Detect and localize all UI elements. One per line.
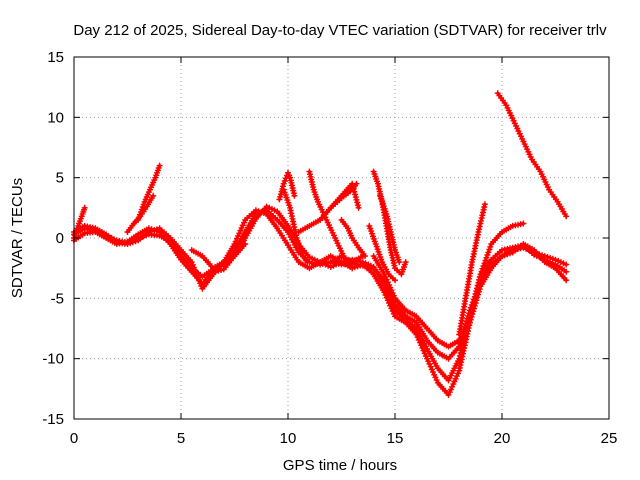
y-tick-label: 0 [56,230,64,247]
series-markers [377,192,403,266]
series-markers [317,180,360,223]
data-series-trace-15 [366,222,398,284]
data-series-trace-6 [124,192,157,235]
series-markers [276,169,298,203]
data-series-trace-4 [370,220,527,350]
x-tick-label: 20 [494,430,511,447]
series-markers [370,220,527,350]
y-tick-label: -5 [51,290,64,307]
grid [74,57,609,419]
series-markers [188,241,249,272]
y-tick-label: -10 [42,351,64,368]
y-tick-label: 15 [47,49,64,66]
series-markers [124,192,157,235]
x-tick-label: 25 [601,430,618,447]
y-tick-label: 10 [47,109,64,126]
x-tick-label: 5 [177,430,185,447]
y-tick-label: -15 [42,411,64,428]
data-series-trace-9 [280,186,311,266]
data-series-trace-12 [317,180,360,223]
data-series-trace-19 [188,241,249,272]
data-series-trace-20 [327,253,366,266]
chart-title: Day 212 of 2025, Sidereal Day-to-day VTE… [73,22,607,39]
y-axis-label: SDTVAR / TECUs [9,178,26,298]
x-tick-label: 0 [70,430,78,447]
x-tick-label: 15 [387,430,404,447]
series-markers [280,186,311,266]
series-markers [494,90,570,220]
data-series-trace-18 [494,90,570,220]
series-markers [327,253,366,266]
x-tick-label: 10 [280,430,297,447]
series-markers [456,201,488,338]
series-markers [366,222,398,284]
x-axis-label: GPS time / hours [283,457,397,474]
data-series-trace-17 [456,201,488,338]
axis-ticks: 0 5 10 15 20 25 -15 -10 -5 0 5 10 15 [42,49,617,447]
data-series-trace-7 [71,204,88,241]
data-series-trace-8 [276,169,298,203]
data-series-trace-16 [377,192,403,266]
series-layer [71,90,570,398]
y-tick-label: 5 [56,170,64,187]
